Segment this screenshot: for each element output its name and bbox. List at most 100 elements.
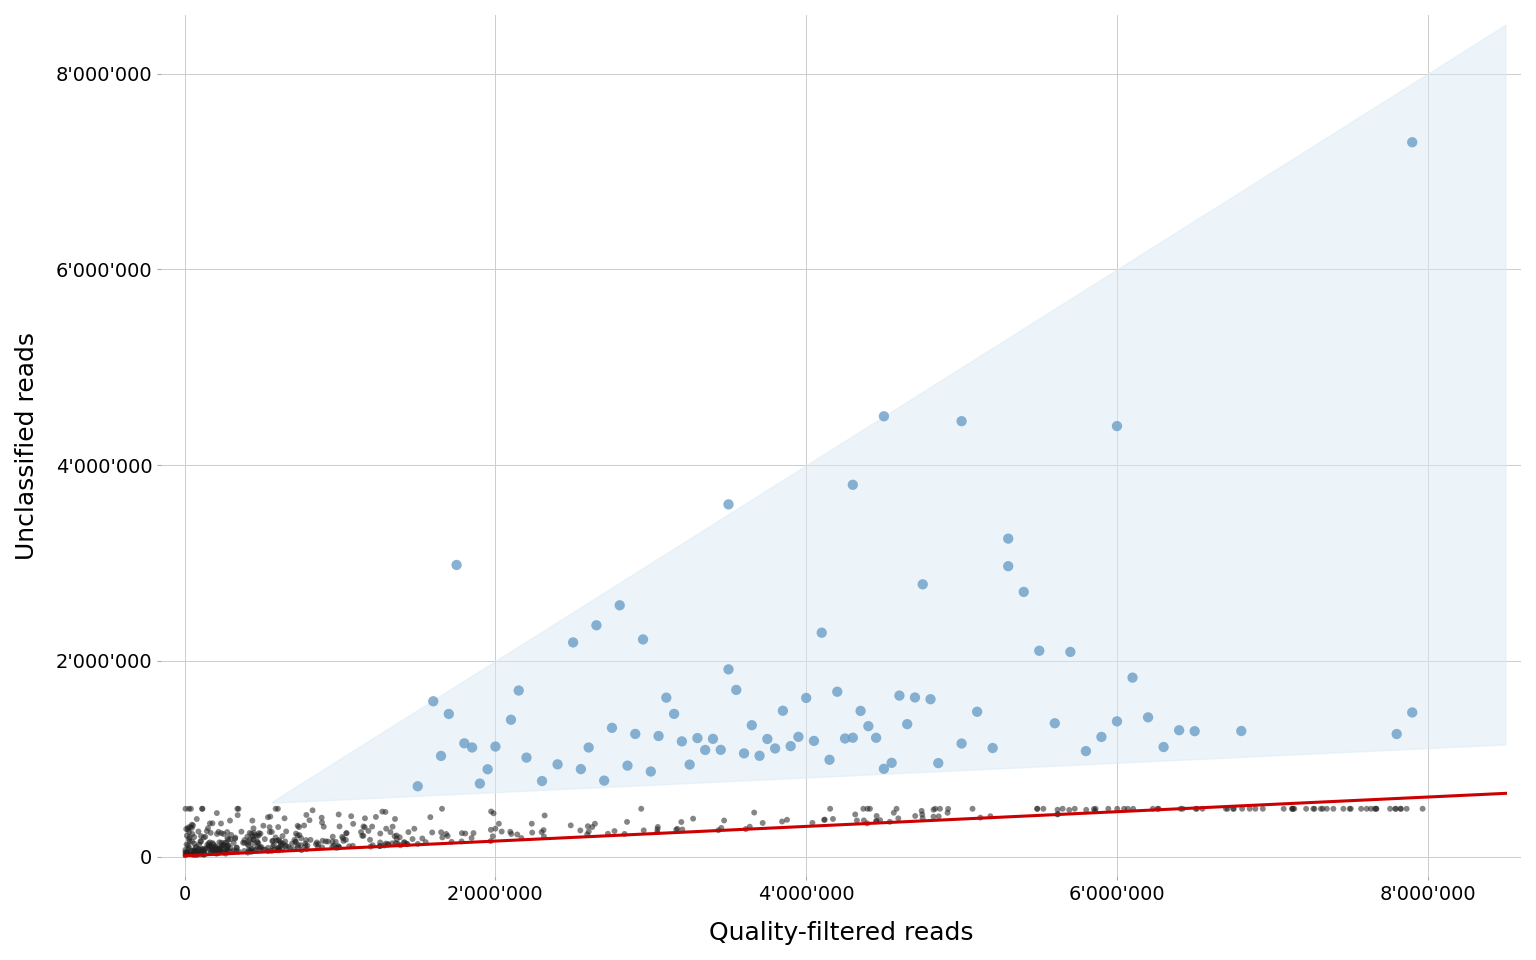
Point: [240, 841, 264, 856]
Point: [865, 814, 889, 829]
Point: [813, 812, 837, 828]
Point: [240, 827, 264, 842]
Point: [508, 830, 533, 846]
Point: [283, 832, 307, 848]
Point: [197, 835, 221, 851]
Point: [255, 840, 280, 855]
Point: [215, 841, 240, 856]
Point: [177, 829, 201, 845]
Point: [180, 817, 204, 832]
Point: [261, 839, 286, 854]
Point: [1051, 801, 1075, 816]
Point: [716, 496, 740, 512]
Point: [181, 844, 206, 859]
Point: [533, 807, 558, 823]
Point: [581, 820, 605, 835]
Point: [392, 835, 416, 851]
Point: [639, 764, 664, 780]
Point: [341, 816, 366, 831]
Point: [1025, 801, 1049, 816]
Point: [289, 843, 313, 858]
Point: [857, 801, 882, 816]
Point: [568, 761, 593, 777]
Point: [751, 815, 776, 830]
Point: [484, 821, 508, 836]
Point: [296, 812, 321, 828]
Point: [264, 833, 289, 849]
Point: [278, 841, 303, 856]
Point: [203, 841, 227, 856]
Point: [249, 826, 273, 841]
Point: [1170, 801, 1195, 816]
Point: [226, 844, 250, 859]
Point: [1389, 801, 1413, 816]
Point: [257, 844, 281, 859]
Point: [919, 691, 943, 707]
Point: [339, 808, 364, 824]
Point: [1169, 801, 1193, 816]
Point: [330, 829, 355, 845]
Point: [181, 846, 206, 861]
Point: [175, 820, 200, 835]
Point: [903, 690, 928, 706]
Point: [530, 825, 554, 840]
Point: [903, 808, 928, 824]
Point: [187, 834, 212, 850]
Point: [1279, 801, 1304, 816]
Point: [435, 828, 459, 844]
Point: [235, 845, 260, 860]
Point: [201, 837, 226, 852]
Point: [293, 832, 318, 848]
Point: [645, 819, 670, 834]
Point: [479, 822, 504, 837]
Point: [240, 842, 264, 857]
Point: [217, 843, 241, 858]
Point: [825, 684, 849, 700]
Point: [856, 801, 880, 816]
Point: [289, 837, 313, 852]
Point: [475, 761, 499, 777]
Point: [1364, 801, 1389, 816]
Point: [190, 801, 215, 816]
Point: [204, 845, 229, 860]
Point: [270, 842, 295, 857]
Point: [481, 805, 505, 821]
Point: [177, 801, 201, 816]
Point: [1183, 724, 1207, 739]
Point: [602, 824, 627, 839]
Point: [221, 835, 246, 851]
Point: [261, 842, 286, 857]
Point: [418, 809, 442, 825]
Point: [909, 804, 934, 819]
Point: [381, 819, 406, 834]
Point: [1025, 801, 1049, 816]
Point: [960, 801, 985, 816]
Point: [206, 841, 230, 856]
Point: [770, 814, 794, 829]
Point: [178, 820, 203, 835]
Point: [190, 847, 215, 862]
Point: [1121, 801, 1146, 816]
Point: [192, 842, 217, 857]
Point: [379, 835, 404, 851]
Point: [198, 845, 223, 860]
Point: [200, 842, 224, 857]
Point: [336, 839, 361, 854]
Point: [226, 807, 250, 823]
Point: [195, 837, 220, 852]
Point: [258, 820, 283, 835]
Point: [215, 830, 240, 846]
Point: [241, 828, 266, 844]
Point: [187, 837, 212, 852]
Point: [484, 739, 508, 755]
Point: [186, 824, 210, 839]
Point: [204, 805, 229, 821]
Point: [269, 837, 293, 852]
Point: [252, 831, 276, 847]
Point: [197, 838, 221, 853]
Point: [174, 848, 198, 863]
Point: [367, 838, 392, 853]
Point: [1395, 801, 1419, 816]
Point: [885, 801, 909, 816]
Point: [1120, 670, 1144, 685]
